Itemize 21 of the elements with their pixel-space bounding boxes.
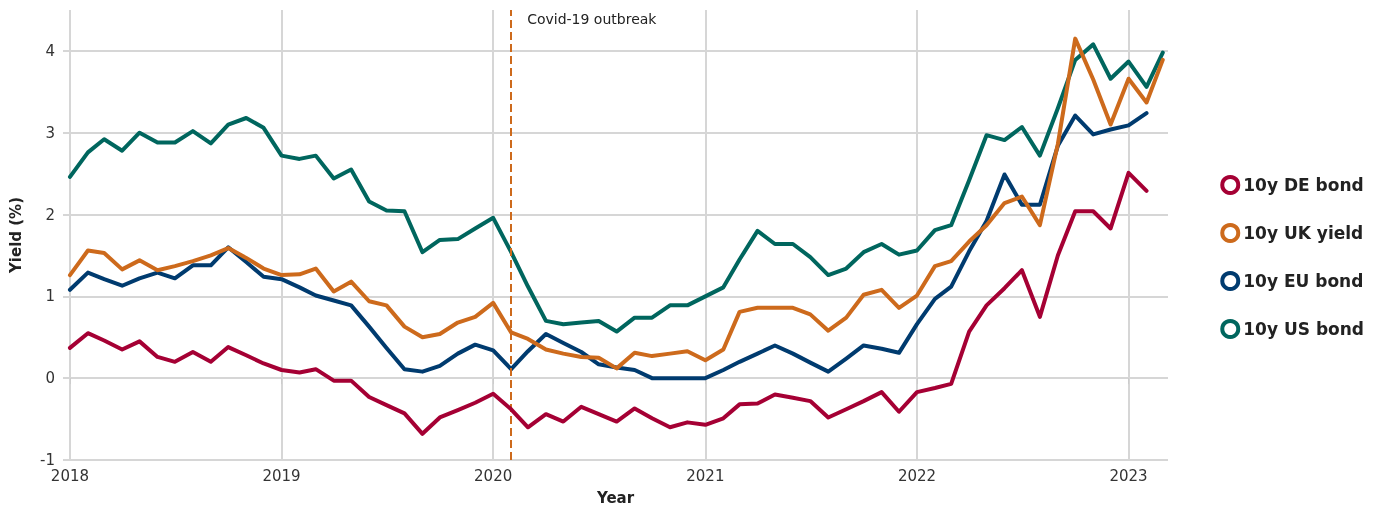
x-tick-label: 2021 xyxy=(686,466,725,485)
y-tick-label: 3 xyxy=(45,123,55,142)
x-tick-label: 2020 xyxy=(474,466,513,485)
y-tick-label: 1 xyxy=(45,287,55,306)
legend-label: 10y US bond xyxy=(1243,319,1365,339)
y-tick-label: 2 xyxy=(45,205,55,224)
y-tick-label: 4 xyxy=(45,41,55,60)
x-tick-label: 2018 xyxy=(50,466,90,485)
legend-label: 10y DE bond xyxy=(1243,175,1364,195)
line-series xyxy=(67,111,1149,381)
line-series xyxy=(67,170,1149,436)
x-tick-label: 2019 xyxy=(262,466,301,485)
legend-label: 10y EU bond xyxy=(1243,271,1364,291)
x-axis-title: Year xyxy=(595,488,635,507)
x-tick-label: 2022 xyxy=(897,466,937,485)
ref-line-label: Covid-19 outbreak xyxy=(527,11,658,27)
y-tick-label: 0 xyxy=(45,369,55,388)
x-tick-label: 2023 xyxy=(1109,466,1148,485)
y-axis-title: Yield (%) xyxy=(6,196,25,275)
y-tick-label: -1 xyxy=(40,451,55,469)
legend-label: 10y UK yield xyxy=(1243,223,1364,243)
